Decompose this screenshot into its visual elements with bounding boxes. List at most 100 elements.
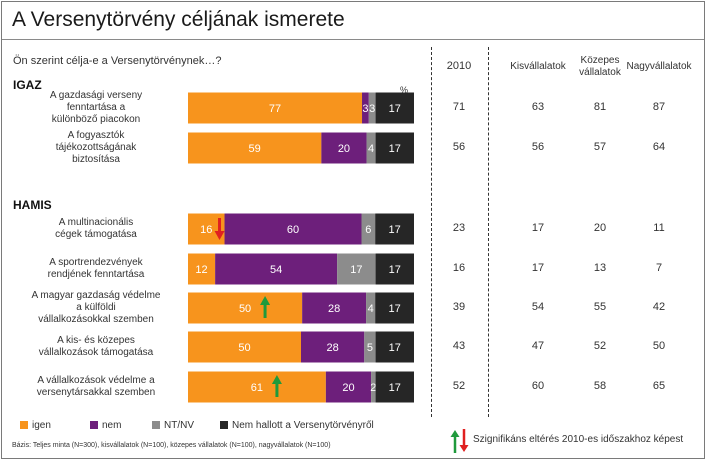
legend-swatch-ntnv <box>152 421 160 429</box>
bar-segment <box>366 292 376 324</box>
bar-data-label: 77 <box>269 103 281 115</box>
table-cell: 20 <box>593 222 607 234</box>
table-cell: 54 <box>531 301 545 313</box>
legend-label-igen: igen <box>32 419 51 431</box>
table-cell: 60 <box>531 380 545 392</box>
table-cell: 39 <box>452 301 466 313</box>
bar-data-label: 3 <box>362 103 368 115</box>
significance-arrows-icon <box>450 429 469 453</box>
legend-nem: nem <box>90 418 121 432</box>
table-cell: 63 <box>531 101 545 113</box>
row-label-text: A gazdasági verseny fenntartása a különböz… <box>49 90 143 125</box>
bar-data-label: 28 <box>327 342 339 354</box>
legend-swatch-igen <box>20 421 28 429</box>
table-cell: 13 <box>593 262 607 274</box>
section-igaz: IGAZ <box>13 78 42 92</box>
row-label: A sportrendezvények rendjének fenntartása <box>10 250 182 288</box>
bar-data-label: 4 <box>368 303 374 315</box>
table-cell: 43 <box>452 340 466 352</box>
bar-data-label: 59 <box>249 143 261 155</box>
bar-segment <box>337 253 376 285</box>
bar-segment <box>375 253 414 285</box>
legend-ntnv: NT/NV <box>152 418 194 432</box>
table-cell: 71 <box>452 101 466 113</box>
bar-segment <box>188 371 326 403</box>
table-cell: 64 <box>652 141 666 153</box>
bar-segment <box>188 132 322 164</box>
column-header: Közepes vállalatok <box>579 55 621 78</box>
legend-swatch-nemhallott <box>220 421 228 429</box>
bar-data-label: 3 <box>369 103 375 115</box>
row-label: A vállalkozások védelme a versenytársakka… <box>10 368 182 406</box>
column-divider-right <box>488 47 489 417</box>
bar-segment <box>362 92 369 124</box>
bar-data-label: 61 <box>251 382 263 394</box>
bar-segment <box>375 331 414 363</box>
table-cell: 7 <box>655 262 663 274</box>
bar-segment <box>302 292 367 324</box>
bar-data-label: 50 <box>239 303 251 315</box>
bar-segment <box>224 213 362 245</box>
table-cell: 52 <box>452 380 466 392</box>
row-label-text: A kis- és közepes vállalkozások támogatás… <box>38 335 154 358</box>
bar-segment <box>188 292 303 324</box>
table-cell: 17 <box>531 262 545 274</box>
row-label-text: A fogyasztók tájékozottságának biztosítása <box>55 130 137 165</box>
legend-label-nem: nem <box>102 419 122 431</box>
bar-segment <box>364 331 376 363</box>
bar-data-label: 60 <box>287 224 299 236</box>
bar-data-label: 20 <box>342 382 354 394</box>
bar-data-label: 17 <box>388 224 400 236</box>
table-cell: 56 <box>452 141 466 153</box>
table-cell: 57 <box>593 141 607 153</box>
percent-sign: % <box>400 85 409 95</box>
section-hamis: HAMIS <box>13 198 52 212</box>
bar-segment <box>366 132 376 164</box>
bar-data-label: 17 <box>389 342 401 354</box>
bar-segment <box>375 213 414 245</box>
footnote-base: Bázis: Teljes minta (N=300), kisvállalat… <box>12 442 331 449</box>
legend-label-ntnv: NT/NV <box>164 419 194 431</box>
table-cell: 65 <box>652 380 666 392</box>
table-cell: 56 <box>531 141 545 153</box>
table-cell: 55 <box>593 301 607 313</box>
bar-data-label: 28 <box>328 303 340 315</box>
bar-segment <box>361 213 376 245</box>
column-header: Nagyvállalatok <box>626 61 692 72</box>
table-cell: 87 <box>652 101 666 113</box>
bar-segment <box>368 92 376 124</box>
bar-data-label: 50 <box>238 342 250 354</box>
chart-title: A Versenytörvény céljának ismerete <box>12 8 345 31</box>
table-cell: 58 <box>593 380 607 392</box>
table-cell: 50 <box>652 340 666 352</box>
bar-segment <box>301 331 365 363</box>
row-label-text: A vállalkozások védelme a versenytársakka… <box>36 375 156 398</box>
bar-data-label: 5 <box>367 342 373 354</box>
column-header: Kisvállalatok <box>510 61 566 72</box>
survey-question: Ön szerint célja-e a Versenytörvénynek…? <box>13 55 222 67</box>
arrow-up-icon <box>260 296 271 318</box>
arrow-up-icon <box>271 375 282 397</box>
bar-segment <box>375 132 414 164</box>
bar-data-label: 17 <box>389 143 401 155</box>
table-cell: 81 <box>593 101 607 113</box>
bar-data-label: 2 <box>370 382 376 394</box>
bar-data-label: 12 <box>195 264 207 276</box>
bar-data-label: 54 <box>270 264 282 276</box>
significance-note: Szignifikáns eltérés 2010-es időszakhoz … <box>473 434 684 445</box>
table-cell: 11 <box>653 222 665 234</box>
legend-igen: igen <box>20 418 51 432</box>
row-label-text: A magyar gazdaság védelme a külföldi válla… <box>31 290 161 325</box>
bar-segment <box>188 92 363 124</box>
table-cell: 42 <box>652 301 666 313</box>
bar-data-label: 20 <box>338 143 350 155</box>
bar-data-label: 16 <box>200 224 212 236</box>
bar-segment <box>375 371 414 403</box>
row-label: A multinacionális cégek támogatása <box>10 210 182 248</box>
table-cell: 17 <box>531 222 545 234</box>
bar-segment <box>321 132 367 164</box>
bar-segment <box>215 253 338 285</box>
table-cell: 52 <box>593 340 607 352</box>
bar-segment <box>375 292 414 324</box>
